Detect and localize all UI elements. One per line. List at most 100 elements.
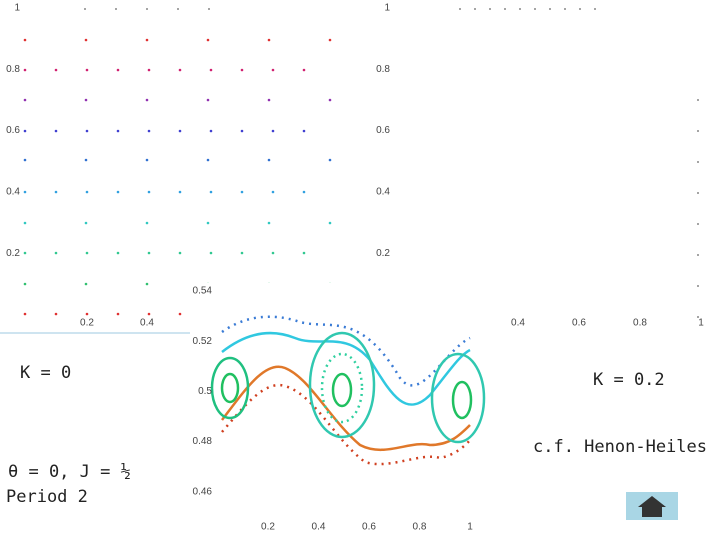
phase-dot: [54, 68, 58, 72]
phase-dot: [579, 8, 581, 10]
phase-dot: [147, 251, 151, 255]
phase-dot: [23, 282, 27, 286]
inset-curves: [210, 315, 486, 466]
left-caption: K = 0: [20, 363, 71, 383]
phase-dot: [697, 316, 699, 318]
phase-dot: [240, 190, 244, 194]
phase-dot: [23, 221, 27, 225]
phase-dot: [328, 38, 332, 42]
phase-dot: [206, 221, 210, 225]
phase-dot: [116, 190, 120, 194]
phase-dot: [240, 251, 244, 255]
phase-dot: [209, 251, 213, 255]
phase-dot: [23, 312, 27, 316]
tick-label: 0.4: [376, 187, 390, 198]
phase-dot: [489, 8, 491, 10]
phase-dot: [240, 129, 244, 133]
phase-dot: [23, 68, 27, 72]
phase-dot: [271, 129, 275, 133]
tick-label: 1: [384, 3, 390, 14]
phase-dot: [271, 68, 275, 72]
note: c.f. Henon-Heiles: [533, 437, 707, 457]
phase-dot: [147, 129, 151, 133]
phase-dot: [147, 190, 151, 194]
island: [451, 380, 473, 420]
phase-dot: [209, 129, 213, 133]
phase-dot: [534, 8, 536, 10]
phase-dot: [147, 68, 151, 72]
phase-dot: [23, 158, 27, 162]
phase-dot: [85, 68, 89, 72]
phase-dot: [147, 312, 151, 316]
phase-dot: [267, 158, 271, 162]
phase-dot: [697, 223, 699, 225]
phase-dot: [54, 251, 58, 255]
tick-label: 1: [467, 522, 473, 533]
phase-dot: [84, 98, 88, 102]
phase-dot: [85, 312, 89, 316]
tick-label: 0.6: [572, 318, 586, 329]
tick-label: 0.2: [80, 318, 94, 329]
phase-dot: [23, 98, 27, 102]
island: [220, 372, 240, 404]
tick-label: 0.4: [312, 522, 326, 533]
phase-dot: [240, 68, 244, 72]
phase-dots: [23, 8, 699, 318]
phase-dot: [267, 98, 271, 102]
phase-dot: [519, 8, 521, 10]
tick-label: 0.4: [511, 318, 525, 329]
phase-dot: [328, 98, 332, 102]
island: [331, 372, 353, 408]
phase-dot: [328, 158, 332, 162]
island: [210, 356, 250, 420]
phase-dot: [209, 68, 213, 72]
phase-dot: [697, 254, 699, 256]
phase-dot: [54, 129, 58, 133]
phase-dot: [208, 8, 210, 10]
phase-dot: [206, 98, 210, 102]
phase-dot: [54, 190, 58, 194]
outer-dotted-curve: [221, 315, 471, 387]
phase-dot: [178, 251, 182, 255]
home-icon: [638, 496, 666, 507]
tick-label: 0.54: [193, 286, 213, 297]
phase-dot: [178, 129, 182, 133]
phase-dot: [178, 190, 182, 194]
inset-background: [190, 283, 477, 540]
tick-label: 0.48: [193, 436, 213, 447]
phase-dot: [697, 285, 699, 287]
tick-label: 0.2: [6, 248, 20, 259]
phase-dot: [54, 312, 58, 316]
phase-dot: [549, 8, 551, 10]
phase-dot: [474, 8, 476, 10]
phase-dot: [145, 282, 149, 286]
tick-label: 0.2: [261, 522, 275, 533]
phase-dot: [84, 8, 86, 10]
tick-labels: 1 0.8 0.6 0.4 0.2 0.2 0.4 1 0.8 0.6 0.4 0.2 0.4 0.6 0.…: [6, 3, 704, 533]
phase-dot: [177, 8, 179, 10]
phase-dot: [302, 251, 306, 255]
phase-dot: [84, 38, 88, 42]
phase-dot: [267, 38, 271, 42]
phase-dot: [209, 190, 213, 194]
phase-dot: [178, 68, 182, 72]
phase-dot: [116, 251, 120, 255]
phase-dot: [206, 158, 210, 162]
home-button[interactable]: [626, 492, 678, 520]
phase-dot: [146, 8, 148, 10]
tick-label: 0.4: [140, 318, 154, 329]
phase-dot: [84, 158, 88, 162]
phase-dot: [116, 68, 120, 72]
phase-dot: [328, 221, 332, 225]
tick-label: 0.8: [6, 64, 20, 75]
phase-dot: [145, 221, 149, 225]
phase-dot: [145, 98, 149, 102]
island: [308, 331, 376, 439]
phase-dot: [85, 190, 89, 194]
phase-dot: [504, 8, 506, 10]
phase-dot: [23, 190, 27, 194]
phase-dot: [267, 221, 271, 225]
phase-dot: [178, 312, 182, 316]
phase-dot: [23, 129, 27, 133]
